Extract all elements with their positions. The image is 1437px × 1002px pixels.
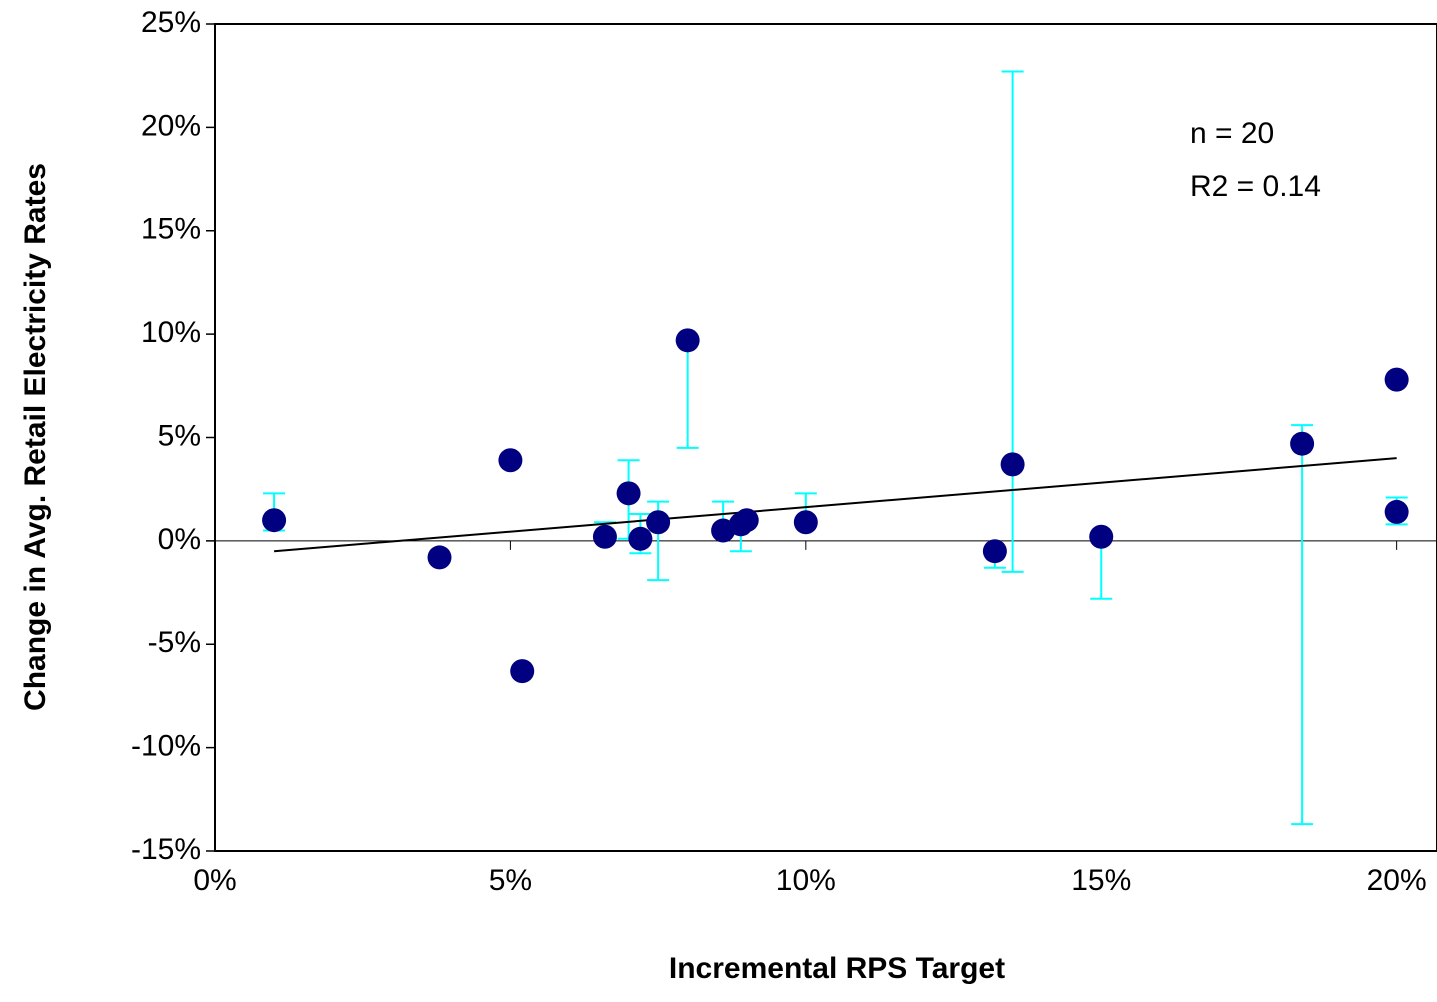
point [498,448,523,473]
point [427,545,452,570]
y-tick-label: -10% [131,730,201,763]
annotation: n = 20 [1190,117,1274,150]
point [628,526,653,551]
y-tick-label: 15% [141,213,201,246]
point [1089,524,1114,549]
y-tick-label: 5% [158,419,201,452]
x-tick-label: 5% [489,864,532,897]
point [510,659,535,684]
y-tick-label: 20% [141,109,201,142]
y-axis-title: Change in Avg. Retail Electricity Rates [19,163,52,711]
y-tick-label: -15% [131,833,201,866]
point [646,510,671,535]
x-axis-title: Incremental RPS Target [669,952,1005,985]
x-tick-label: 15% [1071,864,1131,897]
point [734,508,759,533]
y-tick-label: 0% [158,523,201,556]
point [262,508,287,533]
point [982,539,1007,564]
point [616,481,641,506]
trendline [273,457,1397,553]
point [793,510,818,535]
annotation: R2 = 0.14 [1190,170,1321,203]
point [592,524,617,549]
x-tick-label: 10% [776,864,836,897]
point [675,328,700,353]
point [1384,499,1409,524]
x-tick-label: 0% [193,864,236,897]
point [1290,431,1315,456]
x-tick-label: 20% [1367,864,1427,897]
y-tick-label: 25% [141,6,201,39]
point [1384,367,1409,392]
point [1000,452,1025,477]
y-tick-label: -5% [148,626,201,659]
y-tick-label: 10% [141,316,201,349]
